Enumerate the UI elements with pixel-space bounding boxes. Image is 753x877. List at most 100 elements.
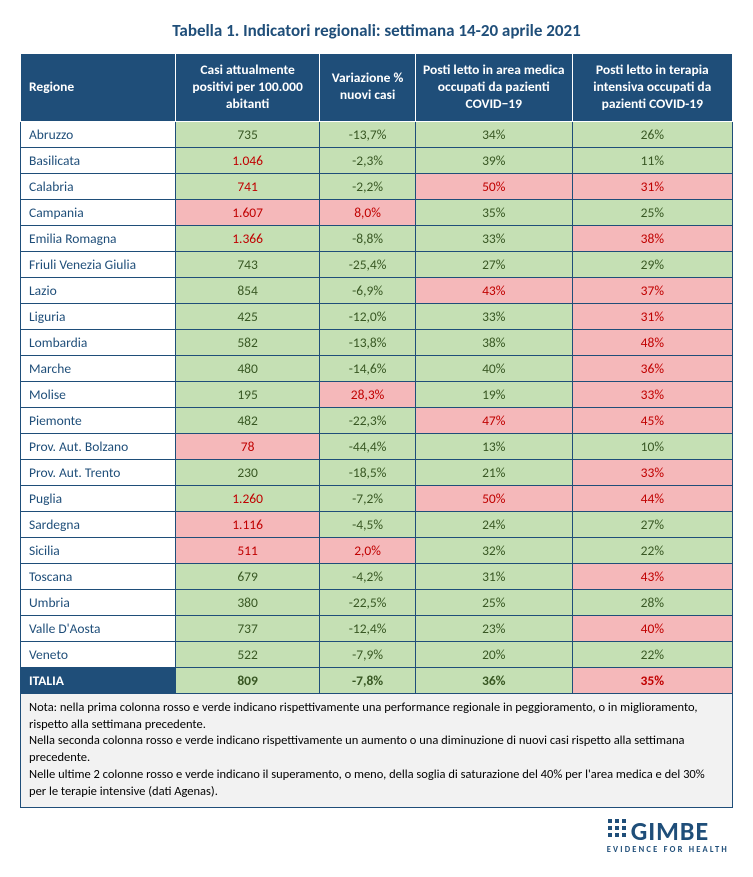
table-row: Emilia Romagna1.366-8,8%33%38%: [21, 225, 733, 251]
data-cell: 11%: [572, 147, 732, 173]
header-beds-icu: Posti letto in terapia intensiva occupat…: [572, 54, 732, 122]
region-cell: Toscana: [21, 563, 176, 589]
data-cell: -13,7%: [320, 121, 416, 147]
data-cell: 20%: [415, 641, 572, 667]
logo-dots-icon: [607, 818, 627, 838]
data-cell: 13%: [415, 433, 572, 459]
table-row: Molise19528,3%19%33%: [21, 381, 733, 407]
data-cell: 35%: [572, 667, 732, 693]
region-cell: Basilicata: [21, 147, 176, 173]
data-cell: -4,5%: [320, 511, 416, 537]
data-cell: -7,8%: [320, 667, 416, 693]
region-cell: Campania: [21, 199, 176, 225]
table-row: Campania1.6078,0%35%25%: [21, 199, 733, 225]
data-cell: 425: [176, 303, 320, 329]
table-row: Prov. Aut. Bolzano78-44,4%13%10%: [21, 433, 733, 459]
data-cell: 735: [176, 121, 320, 147]
logo-main: GIMBE: [607, 818, 729, 844]
data-cell: 2,0%: [320, 537, 416, 563]
data-cell: -13,8%: [320, 329, 416, 355]
table-row: Prov. Aut. Trento230-18,5%21%33%: [21, 459, 733, 485]
data-cell: 40%: [415, 355, 572, 381]
region-cell: Valle D'Aosta: [21, 615, 176, 641]
data-cell: 23%: [415, 615, 572, 641]
table-row: Basilicata1.046-2,3%39%11%: [21, 147, 733, 173]
data-cell: 50%: [415, 173, 572, 199]
data-cell: 31%: [572, 303, 732, 329]
table-row: Friuli Venezia Giulia743-25,4%27%29%: [21, 251, 733, 277]
region-cell: Puglia: [21, 485, 176, 511]
total-row: ITALIA809-7,8%36%35%: [21, 667, 733, 693]
data-cell: 27%: [572, 511, 732, 537]
data-cell: -12,0%: [320, 303, 416, 329]
region-cell: Abruzzo: [21, 121, 176, 147]
data-cell: 19%: [415, 381, 572, 407]
data-cell: -12,4%: [320, 615, 416, 641]
data-cell: 36%: [572, 355, 732, 381]
data-cell: 1.366: [176, 225, 320, 251]
table-row: Valle D'Aosta737-12,4%23%40%: [21, 615, 733, 641]
table-row: Calabria741-2,2%50%31%: [21, 173, 733, 199]
table-row: Toscana679-4,2%31%43%: [21, 563, 733, 589]
data-cell: 22%: [572, 537, 732, 563]
data-cell: 854: [176, 277, 320, 303]
data-cell: -22,5%: [320, 589, 416, 615]
data-cell: -4,2%: [320, 563, 416, 589]
data-cell: -8,8%: [320, 225, 416, 251]
data-cell: 480: [176, 355, 320, 381]
data-cell: 25%: [415, 589, 572, 615]
data-cell: 743: [176, 251, 320, 277]
region-cell: Veneto: [21, 641, 176, 667]
data-cell: 36%: [415, 667, 572, 693]
data-cell: 33%: [415, 303, 572, 329]
table-row: Umbria380-22,5%25%28%: [21, 589, 733, 615]
region-cell: Prov. Aut. Trento: [21, 459, 176, 485]
data-cell: 31%: [572, 173, 732, 199]
logo-sub: EVIDENCE FOR HEALTH: [607, 845, 729, 855]
data-cell: 1.116: [176, 511, 320, 537]
data-cell: -14,6%: [320, 355, 416, 381]
data-cell: 522: [176, 641, 320, 667]
data-cell: 380: [176, 589, 320, 615]
table-row: Piemonte482-22,3%47%45%: [21, 407, 733, 433]
data-cell: 24%: [415, 511, 572, 537]
data-cell: 47%: [415, 407, 572, 433]
header-beds-medical: Posti letto in area medica occupati da p…: [415, 54, 572, 122]
data-cell: 40%: [572, 615, 732, 641]
data-cell: 741: [176, 173, 320, 199]
region-cell: Piemonte: [21, 407, 176, 433]
region-cell: Prov. Aut. Bolzano: [21, 433, 176, 459]
data-cell: 35%: [415, 199, 572, 225]
data-cell: 10%: [572, 433, 732, 459]
data-cell: 582: [176, 329, 320, 355]
data-cell: 230: [176, 459, 320, 485]
data-cell: 679: [176, 563, 320, 589]
region-cell-total: ITALIA: [21, 667, 176, 693]
data-cell: 44%: [572, 485, 732, 511]
data-cell: 26%: [572, 121, 732, 147]
table-row: Sardegna1.116-4,5%24%27%: [21, 511, 733, 537]
data-cell: 8,0%: [320, 199, 416, 225]
table-note: Nota: nella prima colonna rosso e verde …: [20, 694, 733, 808]
data-cell: 45%: [572, 407, 732, 433]
region-cell: Friuli Venezia Giulia: [21, 251, 176, 277]
table-row: Lombardia582-13,8%38%48%: [21, 329, 733, 355]
data-cell: 28,3%: [320, 381, 416, 407]
logo-text: GIMBE: [631, 815, 709, 847]
table-row: Liguria425-12,0%33%31%: [21, 303, 733, 329]
table-row: Sicilia5112,0%32%22%: [21, 537, 733, 563]
table-row: Marche480-14,6%40%36%: [21, 355, 733, 381]
regional-indicators-table: Regione Casi attualmente positivi per 10…: [20, 53, 733, 694]
region-cell: Sicilia: [21, 537, 176, 563]
data-cell: 25%: [572, 199, 732, 225]
header-region: Regione: [21, 54, 176, 122]
data-cell: 39%: [415, 147, 572, 173]
table-row: Abruzzo735-13,7%34%26%: [21, 121, 733, 147]
region-cell: Marche: [21, 355, 176, 381]
data-cell: 43%: [572, 563, 732, 589]
data-cell: 1.260: [176, 485, 320, 511]
data-cell: -7,2%: [320, 485, 416, 511]
data-cell: 737: [176, 615, 320, 641]
table-row: Puglia1.260-7,2%50%44%: [21, 485, 733, 511]
header-cases: Casi attualmente positivi per 100.000 ab…: [176, 54, 320, 122]
